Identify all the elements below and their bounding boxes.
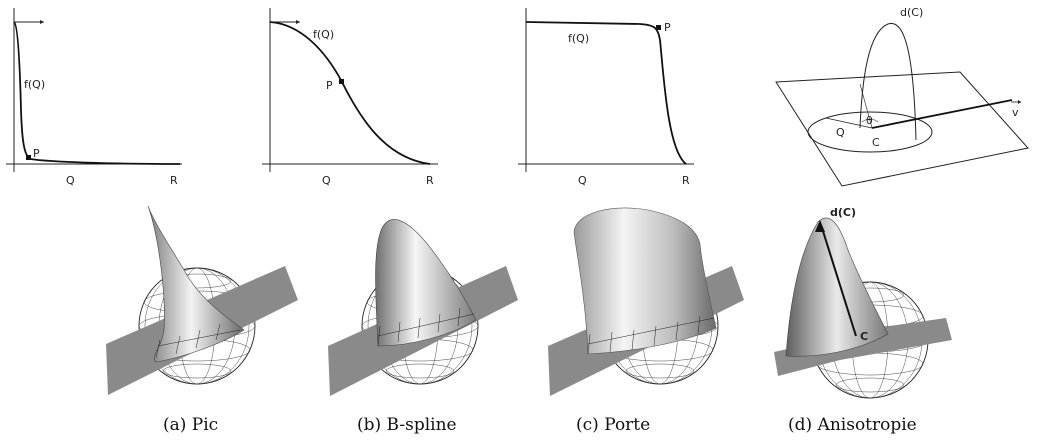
plot-c: f(Q) P Q R <box>518 8 694 187</box>
schematic-ellipse <box>807 111 933 153</box>
render-a <box>106 205 298 395</box>
render-d-direction-line <box>821 227 857 337</box>
plot-b-curve <box>269 21 431 165</box>
render-b-mesh-band <box>377 307 475 347</box>
schematic-v-label: v <box>1012 106 1019 119</box>
plot-a-p-label: P <box>33 147 40 160</box>
schematic-d-label: d(C) <box>900 6 923 19</box>
plot-b-f-label: f(Q) <box>313 28 334 41</box>
render-d-surface <box>785 217 889 357</box>
render-a-surface <box>147 205 245 363</box>
render-d: d(C) C <box>774 206 952 399</box>
plot-a-f-label: f(Q) <box>24 78 45 91</box>
schematic-d: d(C) θ Q C v <box>775 6 1029 187</box>
plot-b-point-marker <box>339 79 344 84</box>
schematic-bump <box>859 22 917 141</box>
render-a-mesh-band <box>155 323 241 359</box>
render-d-arrow-head <box>815 220 825 232</box>
schematic-theta-label: θ <box>866 114 873 127</box>
plot-a: f(Q) P Q R <box>6 8 182 187</box>
schematic-v-arrow-head <box>1018 100 1021 104</box>
caption-a: (a) Pic <box>163 415 218 435</box>
plot-a-r-label: R <box>170 174 178 187</box>
plot-b-arrow-head <box>296 20 300 24</box>
schematic-c-label: C <box>872 136 880 149</box>
render-d-d-label: d(C) <box>830 206 856 219</box>
schematic-plane <box>775 71 1029 187</box>
render-b <box>328 219 518 396</box>
plot-a-point-marker <box>26 155 31 160</box>
caption-b: (b) B-spline <box>357 415 457 435</box>
plot-c-point-marker <box>656 25 661 30</box>
schematic-v-vector <box>871 99 1013 129</box>
schematic-q-label: Q <box>836 126 845 139</box>
schematic-height-line <box>859 83 873 129</box>
plot-a-q-label: Q <box>66 174 75 187</box>
render-c <box>548 207 744 396</box>
schematic-theta-arc <box>861 118 879 123</box>
plot-b-r-label: R <box>426 174 434 187</box>
render-d-c-label: C <box>860 330 868 343</box>
plot-c-r-label: R <box>682 174 690 187</box>
plot-a-arrow-head <box>40 20 44 24</box>
caption-c: (c) Porte <box>576 415 650 435</box>
plot-b-q-label: Q <box>322 174 331 187</box>
plot-a-curve <box>13 21 181 165</box>
render-b-surface <box>375 219 477 347</box>
plot-b-p-label: P <box>326 79 333 92</box>
plot-c-f-label: f(Q) <box>568 32 589 45</box>
plot-c-q-label: Q <box>578 174 587 187</box>
caption-d: (d) Anisotropie <box>788 415 917 435</box>
render-d-plane <box>774 318 952 376</box>
plot-b: f(Q) P Q R <box>262 8 438 187</box>
plot-c-curve <box>525 21 687 165</box>
render-c-surface <box>573 207 717 355</box>
schematic-q-line <box>825 117 873 129</box>
render-c-mesh-band <box>587 315 715 355</box>
plot-c-p-label: P <box>664 21 671 34</box>
